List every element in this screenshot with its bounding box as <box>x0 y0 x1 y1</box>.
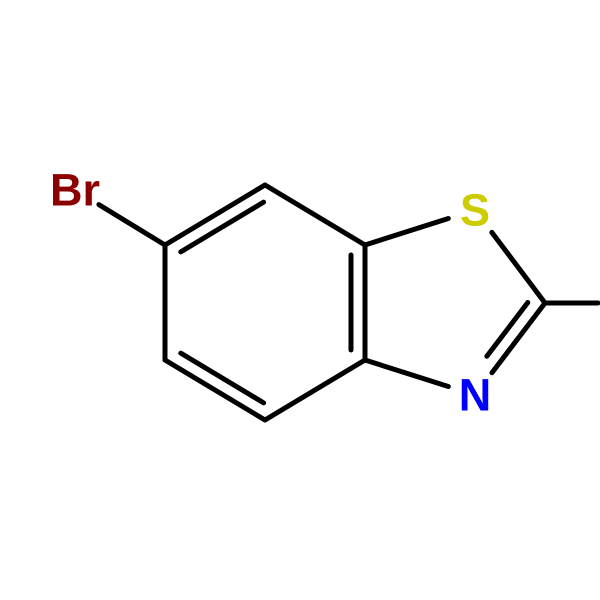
bond-line <box>365 360 448 387</box>
atom-label-br: Br <box>50 165 100 216</box>
molecule-diagram: Br S N <box>0 0 600 600</box>
bond-line <box>99 205 165 245</box>
atom-label-s: S <box>460 185 490 236</box>
bond-line <box>165 360 265 420</box>
bond-line <box>492 232 545 303</box>
bond-line <box>265 360 365 420</box>
bond-line <box>265 185 365 245</box>
bond-line <box>487 302 528 356</box>
bond-line <box>165 185 265 245</box>
atom-label-n: N <box>459 370 492 421</box>
bond-line <box>365 218 448 245</box>
